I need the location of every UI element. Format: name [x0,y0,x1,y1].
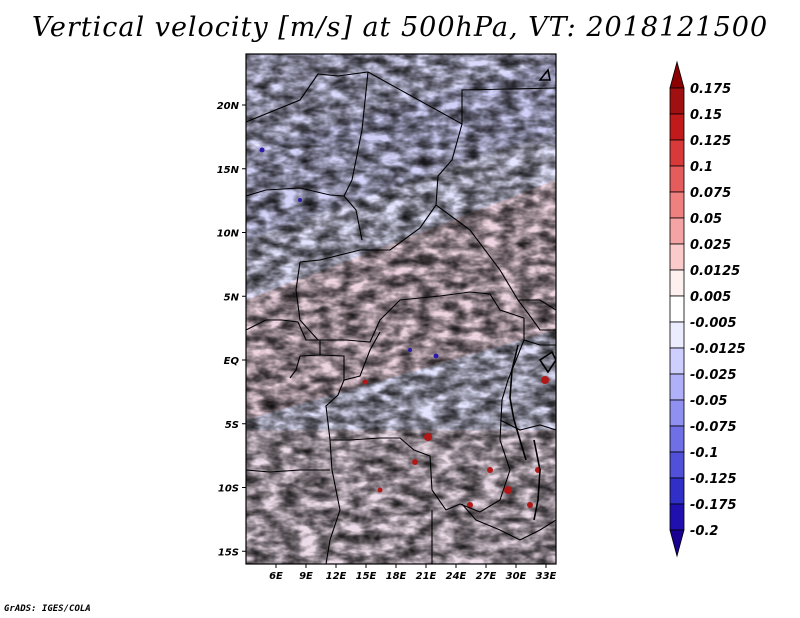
colorbar: 0.175 0.15 0.125 0.1 0.075 0.05 0.025 0.0125 0.0… [669,60,746,558]
lat-tick-label: 10N [217,229,240,240]
colorbar-box [669,87,685,115]
colorbar-label: -0.1 [690,446,718,461]
colorbar-box [669,295,685,323]
lon-tick-label: 30E [506,571,527,582]
colorbar-box [669,399,685,427]
colorbar-label: -0.0125 [690,342,746,357]
lon-tick-label: 15E [356,571,377,582]
colorbar-box [669,217,685,245]
colorbar-box [669,139,685,167]
colorbar-label: 0.15 [690,108,722,123]
colorbar-box [669,451,685,479]
colorbar-box [669,347,685,375]
country-borders [246,71,556,564]
colorbar-box [669,269,685,297]
colorbar-label: 0.175 [690,82,731,97]
colorbar-label: -0.005 [690,316,737,331]
colorbar-label: -0.075 [690,420,737,435]
colorbar-box [669,425,685,453]
lat-tick-label: 20N [217,101,240,112]
colorbar-label: 0.025 [690,238,731,253]
colorbar-label: -0.175 [690,498,737,513]
latitude-axis: 20N 15N 10N 5N EQ 5S 10S 15S [217,101,246,558]
colorbar-label: -0.2 [690,524,718,539]
colorbar-label: 0.0125 [690,264,740,279]
colorbar-box [669,503,685,531]
map-frame [245,53,557,565]
colorbar-box [669,373,685,401]
colorbar-label: -0.025 [690,368,737,383]
colorbar-box [669,477,685,505]
colorbar-top-arrow [669,60,685,89]
lat-tick-label: 15S [218,547,239,558]
colorbar-box [669,321,685,349]
colorbar-label: 0.075 [690,186,731,201]
lon-tick-label: 6E [269,571,283,582]
lon-tick-label: 27E [476,571,497,582]
colorbar-label: 0.05 [690,212,722,227]
map-title: Vertical velocity [m/s] at 500hPa, VT: 2… [31,12,769,43]
grads-credit: GrADS: IGES/COLA [4,604,91,614]
lat-tick-label: EQ [224,356,240,367]
colorbar-label: -0.05 [690,394,727,409]
lon-tick-label: 33E [536,571,557,582]
colorbar-label: 0.1 [690,160,713,175]
lat-tick-label: 5N [224,292,240,303]
lon-tick-label: 24E [446,571,467,582]
lon-tick-label: 12E [326,571,347,582]
colorbar-box [669,113,685,141]
lat-tick-label: 15N [217,165,240,176]
colorbar-label: 0.125 [690,134,731,149]
colorbar-box [669,191,685,219]
velocity-field [246,54,556,564]
colorbar-bottom-arrow [669,529,685,558]
lat-tick-label: 10S [218,484,239,495]
lon-tick-label: 9E [299,571,313,582]
longitude-axis: 6E 9E 12E 15E 18E 21E 24E 27E 30E 33E [269,564,557,582]
colorbar-label: 0.005 [690,290,731,305]
colorbar-box [669,165,685,193]
lon-tick-label: 18E [386,571,407,582]
colorbar-label: -0.125 [690,472,737,487]
lat-tick-label: 5S [225,420,239,431]
colorbar-box [669,243,685,271]
lon-tick-label: 21E [416,571,437,582]
